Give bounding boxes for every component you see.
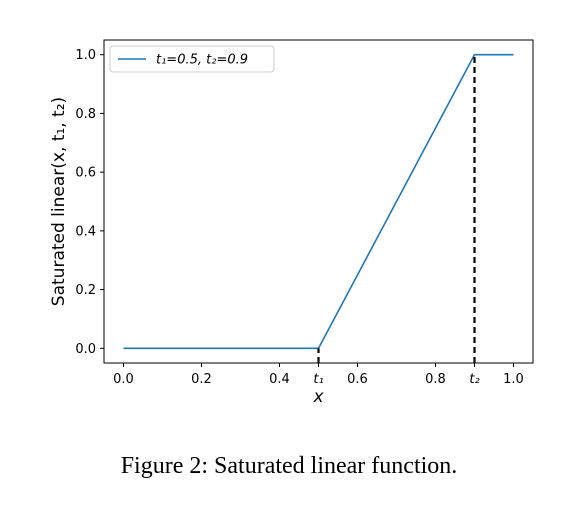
x-tick-label-1: 0.2 (191, 372, 212, 387)
plot-frame (103, 39, 534, 364)
y-tick-label-1: 0.2 (75, 283, 96, 298)
x-axis-label: x (312, 387, 324, 407)
saturated-linear-chart: 0.0 0.2 0.4 t₁ 0.6 0.8 t₂ 1.0 0.0 0.2 0.4 0.6 0.8 1.0… (49, 39, 534, 407)
plot-area: 0.0 0.2 0.4 t₁ 0.6 0.8 t₂ 1.0 0.0 0.2 0.4 0.6 0.8 1.0… (75, 39, 534, 387)
y-tick-label-2: 0.4 (75, 224, 96, 239)
figure-caption: Figure 2: Saturated linear function. (120, 453, 458, 479)
series-line-0 (123, 53, 514, 350)
y-tick-label-4: 0.8 (75, 107, 96, 122)
x-tick-label-3: t₁ (313, 372, 323, 387)
y-axis-label: Saturated linear(x, t₁, t₂) (49, 97, 69, 306)
x-tick-label-6: t₂ (469, 372, 479, 387)
y-tick-label-0: 0.0 (75, 342, 96, 357)
x-tick-label-7: 1.0 (503, 372, 524, 387)
legend-box (109, 45, 275, 73)
y-tick-label-5: 1.0 (75, 48, 96, 63)
y-tick-label-3: 0.6 (75, 166, 96, 181)
legend-entry-0: t₁=0.5, t₂=0.9 (156, 53, 248, 68)
x-tick-label-4: 0.6 (347, 372, 368, 387)
x-tick-label-2: 0.4 (269, 372, 290, 387)
x-tick-label-0: 0.0 (113, 372, 134, 387)
x-tick-label-5: 0.8 (425, 372, 446, 387)
